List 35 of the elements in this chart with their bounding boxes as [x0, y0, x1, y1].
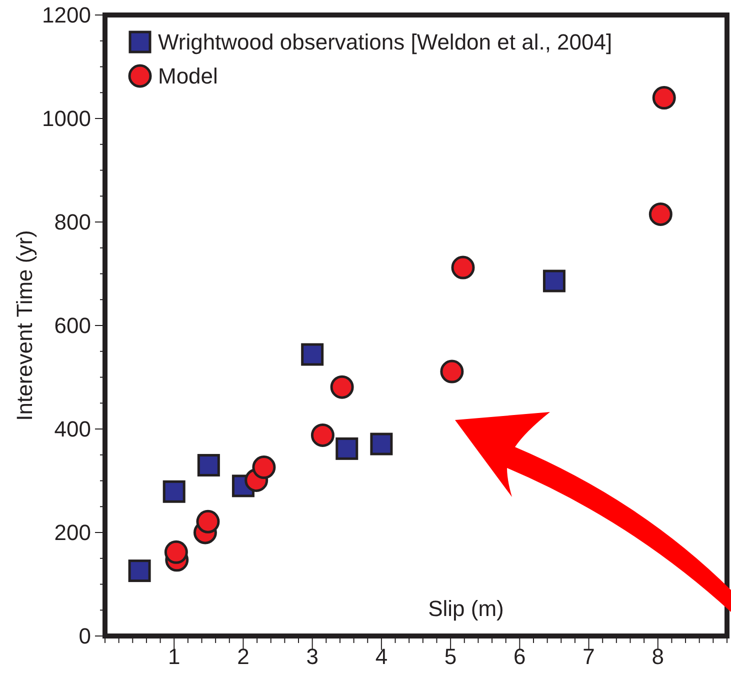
- y-tick-label: 1200: [42, 2, 91, 28]
- x-tick-label: 5: [444, 644, 457, 669]
- y-tick-label: 800: [54, 210, 91, 235]
- y-tick-label: 0: [78, 624, 91, 649]
- y-tick-label: 1000: [42, 106, 91, 132]
- point: [336, 437, 358, 460]
- point: [370, 432, 393, 456]
- point: [197, 454, 220, 476]
- x-tick-label: 1: [168, 644, 180, 669]
- point: [128, 560, 151, 582]
- x-tick-label: 2: [237, 644, 250, 669]
- legend-label: Model: [158, 64, 218, 89]
- y-tick-label: 200: [54, 520, 91, 546]
- y-axis-title: Interevent Time (yr): [12, 230, 37, 421]
- y-tick-label: 400: [54, 416, 91, 442]
- x-tick-label: 6: [514, 644, 526, 669]
- x-tick-label: 3: [306, 644, 318, 669]
- point: [301, 343, 324, 366]
- point: [440, 360, 464, 384]
- y-tick-label: 600: [54, 313, 91, 338]
- legend-label: Wrightwood observations [Weldon et al., 2004]: [158, 30, 612, 55]
- point: [196, 510, 220, 534]
- point: [652, 86, 676, 110]
- x-axis-title: Slip (m): [428, 596, 504, 621]
- x-tick-label: 7: [582, 644, 595, 669]
- point: [542, 270, 566, 292]
- x-tick-label: 8: [652, 644, 664, 669]
- point: [451, 256, 475, 280]
- x-tick-label: 4: [375, 644, 388, 669]
- point: [164, 540, 188, 564]
- point: [252, 456, 276, 480]
- point: [330, 375, 354, 399]
- point: [310, 423, 334, 447]
- point: [648, 202, 672, 226]
- point: [162, 480, 186, 503]
